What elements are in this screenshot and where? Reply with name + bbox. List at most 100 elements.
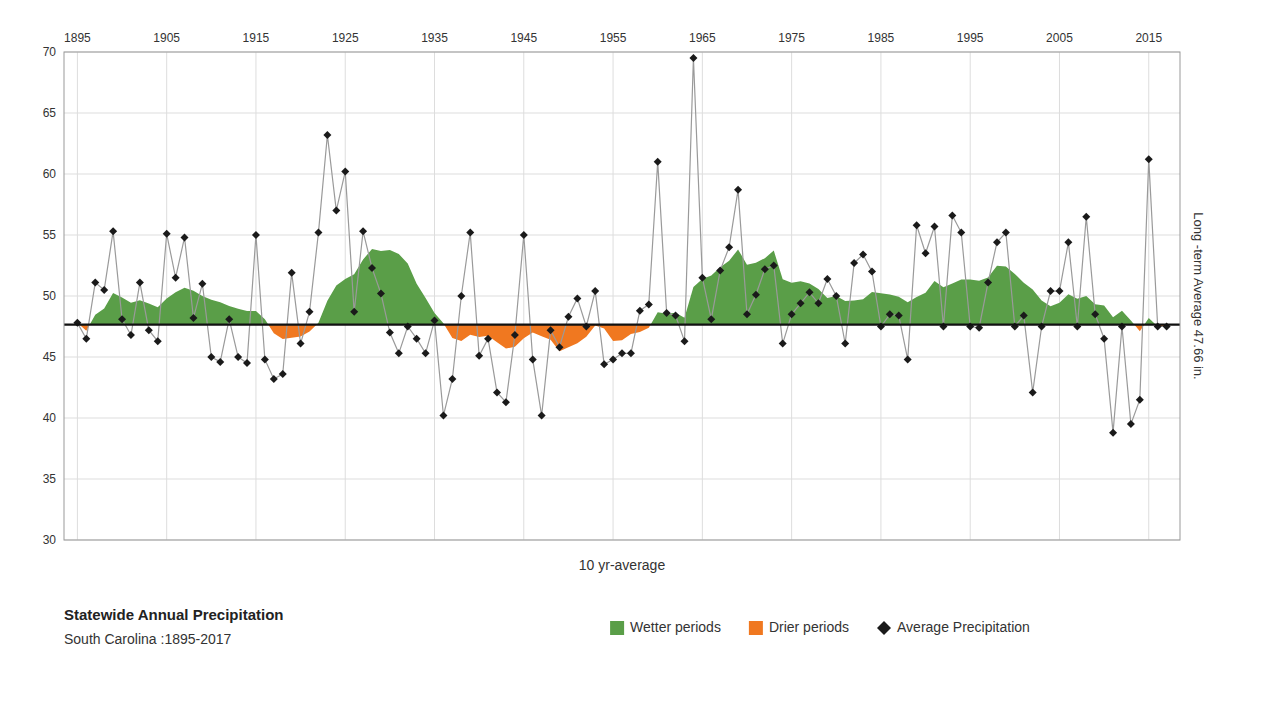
precip-marker: [332, 207, 340, 215]
precip-marker: [672, 312, 680, 320]
precip-marker: [904, 355, 912, 363]
precip-marker: [538, 412, 546, 420]
precip-marker: [386, 329, 394, 337]
precip-marker: [100, 286, 108, 294]
y-tick-label: 55: [43, 228, 57, 242]
precip-marker: [1002, 229, 1010, 237]
precip-marker: [698, 274, 706, 282]
precip-marker: [91, 279, 99, 287]
precip-marker: [788, 310, 796, 318]
precip-marker: [993, 238, 1001, 246]
precip-marker: [145, 326, 153, 334]
precip-marker: [270, 375, 278, 383]
precip-marker: [913, 221, 921, 229]
precip-marker: [1136, 396, 1144, 404]
precip-marker: [207, 353, 215, 361]
x-grid-line: [434, 52, 435, 540]
precip-line: [77, 58, 1166, 433]
band-label: 10 yr-average: [579, 557, 666, 573]
plot-background: [64, 52, 1180, 540]
y-tick-label: 35: [43, 472, 57, 486]
precip-marker: [689, 54, 697, 62]
x-tick-label: 1935: [421, 31, 448, 45]
precip-marker: [198, 280, 206, 288]
precip-marker: [627, 349, 635, 357]
x-tick-label: 2015: [1135, 31, 1162, 45]
y-grid-line: [64, 418, 1180, 419]
precip-marker: [868, 268, 876, 276]
precip-marker: [1020, 312, 1028, 320]
precip-marker: [323, 131, 331, 139]
precip-marker: [314, 229, 322, 237]
precip-marker: [1064, 238, 1072, 246]
drier-area: [77, 325, 1166, 352]
precip-marker: [547, 326, 555, 334]
legend-label: Average Precipitation: [897, 619, 1030, 635]
precip-marker: [743, 310, 751, 318]
grid: [64, 52, 1180, 540]
precip-marker: [1109, 429, 1117, 437]
x-grid-line: [255, 52, 256, 540]
y-grid-line: [64, 113, 1180, 114]
band-group: [77, 249, 1166, 351]
precip-marker: [930, 222, 938, 230]
wetter-area: [77, 249, 1166, 325]
precip-marker: [359, 227, 367, 235]
precip-marker: [859, 251, 867, 259]
series-group: [73, 54, 1170, 437]
y-tick-label: 40: [43, 411, 57, 425]
precip-marker: [948, 211, 956, 219]
precip-marker: [350, 308, 358, 316]
subtitle: South Carolina :1895-2017: [64, 631, 232, 647]
y-grid-line: [64, 479, 1180, 480]
precip-marker: [725, 243, 733, 251]
precip-marker: [797, 299, 805, 307]
y-tick-label: 45: [43, 350, 57, 364]
precip-marker: [520, 231, 528, 239]
precip-marker: [814, 299, 822, 307]
precip-marker: [707, 315, 715, 323]
precip-marker: [1047, 287, 1055, 295]
x-grid-line: [77, 52, 78, 540]
precip-marker: [832, 292, 840, 300]
precip-marker: [850, 259, 858, 267]
x-grid-line: [1148, 52, 1149, 540]
precip-marker: [136, 279, 144, 287]
precip-marker: [600, 360, 608, 368]
precip-marker: [127, 331, 135, 339]
precip-marker: [1100, 335, 1108, 343]
legend-item: Drier periods: [749, 619, 849, 635]
precip-marker: [475, 352, 483, 360]
precip-marker: [716, 266, 724, 274]
x-tick-label: 1985: [868, 31, 895, 45]
precip-marker: [109, 227, 117, 235]
precip-marker: [680, 337, 688, 345]
y-grid-line: [64, 235, 1180, 236]
precip-marker: [288, 269, 296, 277]
precip-marker: [564, 313, 572, 321]
precip-marker: [225, 315, 233, 323]
precip-marker: [841, 340, 849, 348]
precip-marker: [805, 288, 813, 296]
precip-marker: [609, 355, 617, 363]
precip-marker: [413, 335, 421, 343]
precip-marker: [341, 168, 349, 176]
wetter-group: [77, 249, 1166, 325]
precip-marker: [297, 340, 305, 348]
reference-label: Long -term Average 47.66 in.: [1191, 212, 1206, 379]
precip-marker: [752, 291, 760, 299]
x-grid-line: [523, 52, 524, 540]
x-grid-line: [613, 52, 614, 540]
precip-marker: [984, 279, 992, 287]
precip-marker: [770, 262, 778, 270]
legend-item: Average Precipitation: [877, 619, 1030, 635]
precip-marker: [377, 290, 385, 298]
x-grid-line: [166, 52, 167, 540]
precip-marker: [172, 274, 180, 282]
precip-marker: [886, 310, 894, 318]
legend-item: Wetter periods: [610, 619, 721, 635]
x-tick-label: 1925: [332, 31, 359, 45]
precip-marker: [395, 349, 403, 357]
precip-marker: [654, 158, 662, 166]
x-tick-label: 1995: [957, 31, 984, 45]
